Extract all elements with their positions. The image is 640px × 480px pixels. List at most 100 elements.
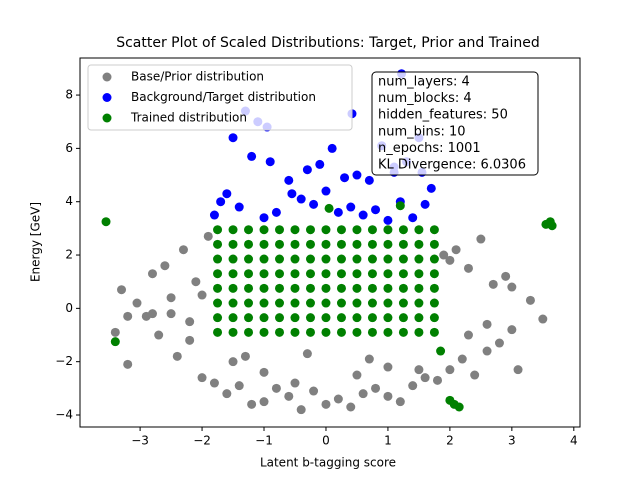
point bbox=[172, 351, 182, 361]
point bbox=[305, 283, 315, 293]
point bbox=[240, 351, 250, 361]
point bbox=[457, 354, 467, 364]
point bbox=[414, 269, 424, 279]
point bbox=[507, 282, 517, 292]
point bbox=[305, 313, 315, 323]
point bbox=[367, 225, 377, 235]
point bbox=[352, 254, 362, 264]
point bbox=[346, 402, 356, 412]
point bbox=[383, 362, 393, 372]
point bbox=[445, 365, 455, 375]
point bbox=[228, 283, 238, 293]
point bbox=[166, 293, 176, 303]
point bbox=[321, 269, 331, 279]
point bbox=[367, 313, 377, 323]
y-tick-label: 4 bbox=[65, 194, 73, 208]
point bbox=[228, 254, 238, 264]
point bbox=[259, 298, 269, 308]
point bbox=[213, 239, 223, 249]
x-tick-label: −1 bbox=[255, 434, 273, 448]
point bbox=[398, 269, 408, 279]
point bbox=[482, 346, 492, 356]
point bbox=[432, 375, 442, 385]
point bbox=[290, 269, 300, 279]
point bbox=[228, 269, 238, 279]
legend-label: Background/Target distribution bbox=[131, 90, 316, 104]
axes: −3 −2 −1 0 1 2 3 4 −4 −2 0 2 4 6 8 bbox=[55, 57, 581, 448]
point bbox=[346, 202, 356, 212]
point bbox=[321, 254, 331, 264]
point bbox=[333, 207, 343, 217]
point bbox=[367, 327, 377, 337]
point bbox=[290, 313, 300, 323]
point bbox=[147, 309, 157, 319]
point bbox=[234, 202, 244, 212]
point bbox=[336, 283, 346, 293]
point bbox=[305, 327, 315, 337]
point bbox=[321, 283, 331, 293]
point bbox=[244, 327, 254, 337]
y-tick-label: −4 bbox=[55, 408, 73, 422]
point bbox=[429, 239, 439, 249]
point bbox=[203, 231, 213, 241]
point bbox=[228, 239, 238, 249]
point bbox=[110, 327, 120, 337]
point bbox=[367, 298, 377, 308]
point bbox=[302, 165, 312, 175]
point bbox=[228, 298, 238, 308]
point bbox=[244, 269, 254, 279]
point bbox=[247, 399, 257, 409]
point bbox=[228, 313, 238, 323]
point bbox=[275, 298, 285, 308]
point bbox=[247, 151, 257, 161]
point bbox=[123, 359, 133, 369]
point bbox=[352, 327, 362, 337]
point bbox=[110, 337, 120, 347]
point bbox=[408, 213, 418, 223]
point bbox=[213, 283, 223, 293]
legend: Base/Prior distribution Background/Target… bbox=[87, 64, 353, 131]
point bbox=[470, 370, 480, 380]
point bbox=[371, 205, 381, 215]
point bbox=[321, 225, 331, 235]
point bbox=[271, 207, 281, 217]
legend-box bbox=[87, 64, 353, 131]
point bbox=[321, 327, 331, 337]
x-tick-label: 2 bbox=[446, 434, 454, 448]
point bbox=[414, 365, 424, 375]
point bbox=[302, 349, 312, 359]
point bbox=[305, 254, 315, 264]
point bbox=[160, 261, 170, 271]
point bbox=[244, 298, 254, 308]
point bbox=[429, 254, 439, 264]
point bbox=[395, 397, 405, 407]
legend-marker bbox=[102, 72, 112, 82]
point bbox=[333, 394, 343, 404]
point bbox=[383, 283, 393, 293]
chart-title: Scatter Plot of Scaled Distributions: Ta… bbox=[116, 35, 540, 51]
point bbox=[451, 245, 461, 255]
point bbox=[352, 225, 362, 235]
point bbox=[463, 330, 473, 340]
point bbox=[123, 311, 133, 321]
point bbox=[213, 269, 223, 279]
point bbox=[222, 389, 232, 399]
point bbox=[321, 399, 331, 409]
point bbox=[429, 225, 439, 235]
point bbox=[414, 283, 424, 293]
point bbox=[290, 239, 300, 249]
point bbox=[482, 319, 492, 329]
point bbox=[321, 313, 331, 323]
point bbox=[414, 239, 424, 249]
point bbox=[284, 391, 294, 401]
y-tick-label: 2 bbox=[65, 248, 73, 262]
annotation-line: num_bins: 10 bbox=[378, 124, 466, 139]
point bbox=[414, 298, 424, 308]
point bbox=[383, 225, 393, 235]
point bbox=[358, 389, 368, 399]
point bbox=[213, 327, 223, 337]
y-tick-label: 0 bbox=[65, 301, 73, 315]
point bbox=[290, 378, 300, 388]
point bbox=[275, 327, 285, 337]
point bbox=[364, 354, 374, 364]
